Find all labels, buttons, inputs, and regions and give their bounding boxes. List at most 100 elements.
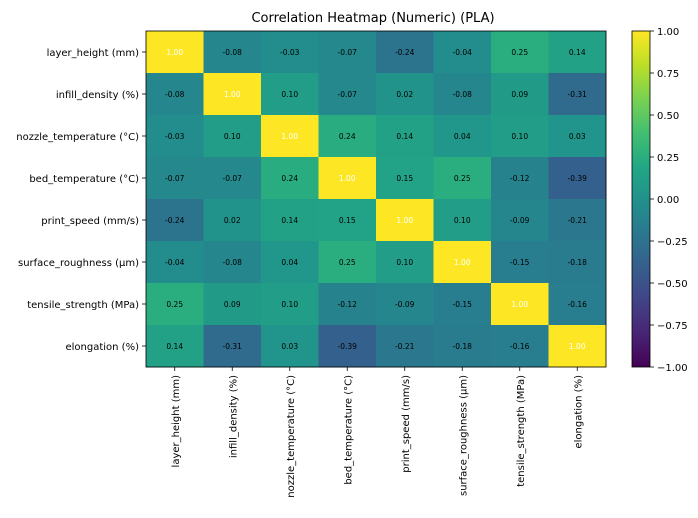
data-label-2-0: -0.03 — [165, 132, 185, 141]
heatmap-cell-5-4 — [376, 241, 434, 284]
data-label-5-3: 0.25 — [339, 258, 356, 267]
heatmap-cell-2-2 — [261, 115, 319, 158]
data-label-7-2: 0.03 — [281, 342, 298, 351]
data-label-3-6: -0.12 — [510, 174, 530, 183]
y-tick-label-4: print_speed (mm/s) — [41, 216, 139, 227]
heatmap-cell-5-0 — [146, 241, 204, 284]
data-label-6-4: -0.09 — [395, 300, 415, 309]
data-label-5-5: 1.00 — [454, 258, 471, 267]
heatmap-cell-1-6 — [491, 73, 549, 116]
data-label-1-4: 0.02 — [396, 90, 413, 99]
heatmap-cell-0-1 — [203, 31, 262, 74]
x-tick-label-5: surface_roughness (µm) — [458, 375, 469, 496]
heatmap-cell-2-7 — [548, 115, 607, 158]
heatmap-cell-7-4 — [376, 325, 434, 368]
data-label-5-0: -0.04 — [165, 258, 185, 267]
heatmap-cell-6-1 — [203, 283, 262, 326]
data-label-0-7: 0.14 — [569, 48, 586, 57]
data-label-7-5: -0.18 — [453, 342, 473, 351]
x-tick-label-7: elongation (%) — [573, 375, 584, 449]
data-label-7-0: 0.14 — [166, 342, 183, 351]
heatmap-cell-6-3 — [318, 283, 377, 326]
heatmap-cell-5-2 — [261, 241, 319, 284]
y-tick-label-7: elongation (%) — [65, 342, 139, 353]
data-label-6-6: 1.00 — [511, 300, 528, 309]
x-tick-label-2: nozzle_temperature (°C) — [286, 375, 297, 498]
heatmap-cell-2-4 — [376, 115, 434, 158]
heatmap-cell-3-4 — [376, 157, 434, 200]
data-label-0-1: -0.08 — [223, 48, 243, 57]
y-tick-label-1: infill_density (%) — [56, 90, 139, 101]
data-label-2-6: 0.10 — [511, 132, 528, 141]
data-label-6-3: -0.12 — [338, 300, 358, 309]
colorbar-scale — [631, 30, 651, 368]
data-label-1-6: 0.09 — [511, 90, 528, 99]
colorbar-tick-label-6: −0.50 — [657, 279, 688, 290]
heatmap-cell-3-0 — [146, 157, 204, 200]
x-tick-label-6: tensile_strength (MPa) — [516, 375, 527, 487]
heatmap-cell-4-3 — [318, 199, 377, 242]
data-label-7-3: -0.39 — [338, 342, 358, 351]
data-label-3-3: 1.00 — [339, 174, 356, 183]
data-label-4-3: 0.15 — [339, 216, 356, 225]
data-label-5-6: -0.15 — [510, 258, 530, 267]
data-label-7-6: -0.16 — [510, 342, 530, 351]
heatmap-cell-0-7 — [548, 31, 607, 74]
heatmap-cell-7-5 — [433, 325, 492, 368]
colorbar-tick-label-5: −0.25 — [657, 237, 688, 248]
data-label-3-7: -0.39 — [568, 174, 588, 183]
heatmap-cell-4-5 — [433, 199, 492, 242]
heatmap-cell-3-2 — [261, 157, 319, 200]
heatmap-cell-4-2 — [261, 199, 319, 242]
y-tick-label-0: layer_height (mm) — [47, 48, 140, 59]
data-label-4-1: 0.02 — [224, 216, 241, 225]
chart-title: Correlation Heatmap (Numeric) (PLA) — [251, 11, 494, 26]
data-label-1-5: -0.08 — [453, 90, 473, 99]
heatmap-cells: 1.00 -0.08 -0.03 -0.07 -0.24 -0.04 0.25 0.14 -0.… — [145, 30, 607, 368]
data-label-3-1: -0.07 — [223, 174, 243, 183]
data-label-2-3: 0.24 — [339, 132, 356, 141]
data-label-0-6: 0.25 — [511, 48, 528, 57]
y-tick-label-2: nozzle_temperature (°C) — [16, 132, 139, 143]
x-tick-label-3: bed_temperature (°C) — [343, 375, 354, 485]
heatmap-cell-4-1 — [203, 199, 262, 242]
colorbar: 1.00 0.75 0.50 0.25 0.00 −0.25 −0.50 −0.75 −1.00 — [631, 27, 688, 374]
data-label-4-7: -0.21 — [568, 216, 588, 225]
col-labels: layer_height (mm) infill_density (%) nozzl… — [171, 367, 584, 498]
heatmap-cell-6-2 — [261, 283, 319, 326]
x-tick-label-0: layer_height (mm) — [171, 375, 182, 468]
heatmap-cell-3-5 — [433, 157, 492, 200]
data-label-4-6: -0.09 — [510, 216, 530, 225]
heatmap-cell-6-7 — [548, 283, 607, 326]
data-label-5-4: 0.10 — [396, 258, 413, 267]
heatmap-cell-7-3 — [318, 325, 377, 368]
data-label-2-7: 0.03 — [569, 132, 586, 141]
data-label-1-2: 0.10 — [281, 90, 298, 99]
heatmap-cell-6-6 — [491, 283, 549, 326]
heatmap-cell-4-7 — [548, 199, 607, 242]
colorbar-tick-label-7: −0.75 — [657, 321, 688, 332]
heatmap-cell-2-3 — [318, 115, 377, 158]
heatmap-cell-1-7 — [548, 73, 607, 116]
data-label-2-2: 1.00 — [281, 132, 298, 141]
heatmap-cell-7-1 — [203, 325, 262, 368]
y-tick-label-6: tensile_strength (MPa) — [27, 300, 139, 311]
data-label-3-0: -0.07 — [165, 174, 185, 183]
heatmap-cell-0-3 — [318, 31, 377, 74]
y-tick-label-5: surface_roughness (µm) — [18, 258, 139, 269]
row-labels: layer_height (mm) infill_density (%) nozzl… — [16, 48, 146, 353]
heatmap-cell-1-4 — [376, 73, 434, 116]
heatmap-cell-3-6 — [491, 157, 549, 200]
data-label-1-7: -0.31 — [568, 90, 588, 99]
data-label-1-1: 1.00 — [224, 90, 241, 99]
data-label-2-1: 0.10 — [224, 132, 241, 141]
heatmap-cell-0-0 — [146, 31, 204, 74]
data-label-7-4: -0.21 — [395, 342, 415, 351]
heatmap-cell-1-2 — [261, 73, 319, 116]
heatmap-cell-3-1 — [203, 157, 262, 200]
heatmap-cell-2-6 — [491, 115, 549, 158]
heatmap-cell-1-1 — [203, 73, 262, 116]
data-label-6-2: 0.10 — [281, 300, 298, 309]
data-label-0-0: 1.00 — [166, 48, 183, 57]
